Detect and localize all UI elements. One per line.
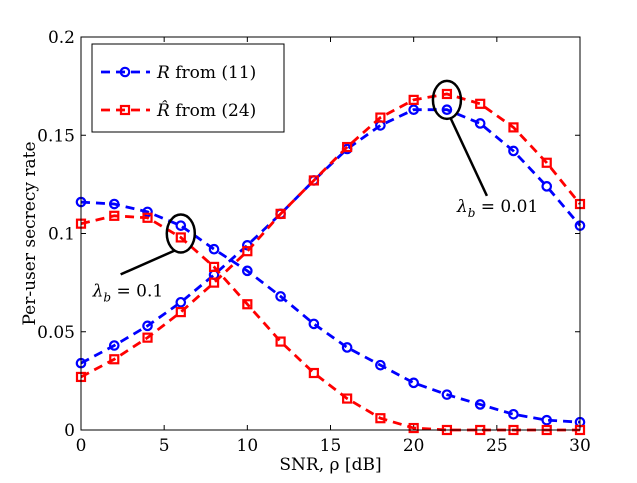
x-tick-label: 20 <box>403 436 425 456</box>
series-r-hat-point <box>508 122 519 133</box>
series-r-hat-point <box>242 246 253 257</box>
y-tick-label: 0.1 <box>48 225 75 245</box>
series-r-hat-point <box>375 112 386 123</box>
series-r-hat-lambda_01-line <box>80 214 580 432</box>
series-r-point <box>441 104 453 116</box>
x-tick-label: 0 <box>76 436 87 456</box>
series-r-hat-point <box>408 94 419 105</box>
series-r-point <box>108 198 120 210</box>
annotation-ellipse <box>165 213 197 254</box>
y-tick-label: 0.2 <box>48 28 75 48</box>
series-r-hat-point <box>275 208 286 219</box>
series-r-point <box>441 389 453 400</box>
annotation-leader <box>120 249 176 276</box>
x-tick-label: 5 <box>159 436 170 456</box>
series-r-lambda_01-line <box>80 200 581 424</box>
series-r-hat-point <box>142 332 153 343</box>
series-r-hat-point <box>109 354 120 365</box>
series-r-hat-point <box>342 141 353 153</box>
x-tick-label: 15 <box>320 436 342 456</box>
series-r-hat-point <box>175 307 186 318</box>
series-r-hat-point <box>242 299 253 310</box>
x-axis-title: SNR, ρ [dB] <box>279 455 381 475</box>
annotation-leader <box>449 118 489 197</box>
series-r-point <box>142 206 153 218</box>
x-tick-label: 25 <box>486 436 508 456</box>
series-r-point <box>175 220 187 231</box>
series-r-hat-point <box>441 88 453 100</box>
series-r-hat-point <box>208 277 220 288</box>
series-r-point <box>508 408 519 420</box>
series-r-hat-point <box>109 210 120 221</box>
series-r-hat-point <box>275 336 286 347</box>
series-r-point <box>208 243 220 255</box>
y-tick-label: 0.15 <box>37 126 75 146</box>
series-r-point <box>474 399 486 410</box>
legend-label: R̂ from (24) <box>156 101 256 121</box>
series-r-point <box>375 359 386 371</box>
series-r-hat-lambda_001-line <box>80 92 582 379</box>
annotation-ellipse <box>431 79 463 121</box>
series-r-point <box>242 265 253 277</box>
series-r-point <box>341 342 353 353</box>
x-tick-label: 10 <box>237 436 259 456</box>
series-r-point <box>175 296 187 308</box>
series-r-hat-point <box>541 157 552 168</box>
series-r-point <box>474 118 486 129</box>
series-r-point <box>108 340 120 351</box>
series-r-hat-point <box>408 422 419 434</box>
y-tick-label: 0 <box>64 421 75 441</box>
annotation-label: λb = 0.1 <box>92 281 164 304</box>
series-r-point <box>308 318 320 330</box>
x-tick-label: 30 <box>569 436 591 456</box>
series-r-point <box>142 320 153 332</box>
plot-frame <box>80 36 581 431</box>
legend-marker <box>119 66 131 78</box>
series-r-point <box>275 291 286 302</box>
series-r-point <box>541 181 553 192</box>
annotation-label: λb = 0.01 <box>456 197 538 220</box>
series-r-lambda_001-line <box>80 108 582 365</box>
series-r-hat-point <box>308 175 319 186</box>
series-r-point <box>408 104 419 116</box>
y-axis-title: Per-user secrecy rate <box>20 141 40 325</box>
legend-box <box>91 43 285 133</box>
legend-label: R from (11) <box>156 63 256 83</box>
series-r-hat-point <box>175 232 186 243</box>
y-tick-label: 0.05 <box>37 323 75 343</box>
series-r-hat-point <box>342 393 353 404</box>
series-r-point <box>508 145 519 157</box>
series-r-hat-point <box>475 98 486 109</box>
series-r-hat-point <box>208 261 220 273</box>
series-r-point <box>541 414 553 426</box>
legend-marker <box>119 104 131 116</box>
series-r-hat-point <box>308 367 319 379</box>
series-r-hat-point <box>142 212 153 223</box>
series-r-hat-point <box>375 413 386 424</box>
series-r-point <box>408 377 419 389</box>
